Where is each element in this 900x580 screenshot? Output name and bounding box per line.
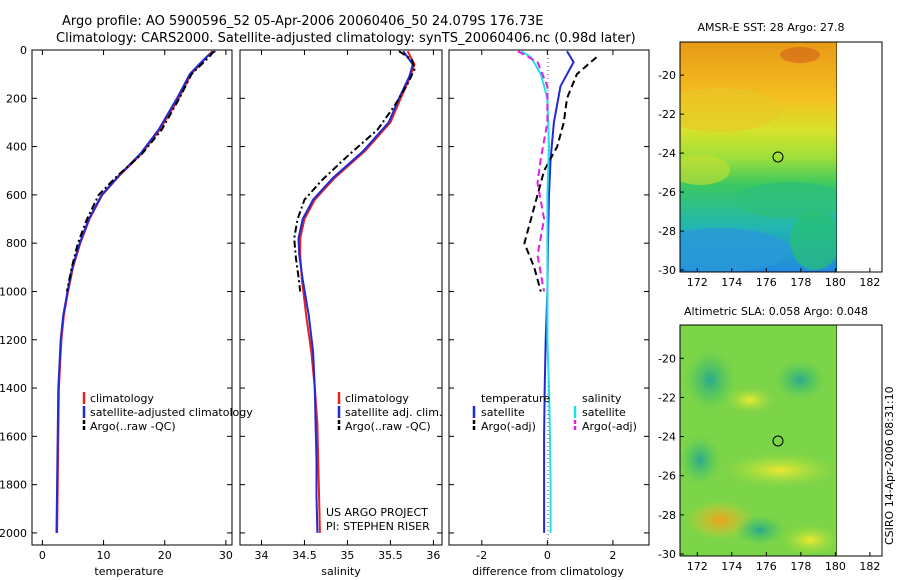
difference-chart: -2 0 2 bbox=[476, 50, 616, 562]
map-y-tick-label: -22 bbox=[658, 391, 676, 404]
series-line-satellite-adjusted-climatology bbox=[55, 50, 217, 533]
y-tick-label: 600 bbox=[6, 189, 27, 202]
map-x-tick-label: 178 bbox=[790, 560, 811, 573]
legend-label-sal-satellite: satellite bbox=[582, 406, 626, 419]
y-tick-label: 800 bbox=[6, 237, 27, 250]
x-tick-label: 0 bbox=[39, 549, 46, 562]
series-line-argo-raw-qc- bbox=[293, 50, 416, 292]
series-line-argo-adj- bbox=[523, 56, 598, 292]
map-x-tick-label: 172 bbox=[687, 276, 708, 289]
map-y-tick-label: -24 bbox=[658, 431, 676, 444]
x-tick-label: 0 bbox=[544, 549, 551, 562]
sla-argo-position-marker bbox=[772, 435, 784, 447]
y-tick-label: 1400 bbox=[0, 382, 27, 395]
y-tick-label: 0 bbox=[20, 44, 27, 57]
salinity-legend: climatology satellite adj. clim. Argo(..… bbox=[337, 392, 442, 433]
side-stamp: CSIRO 14-Apr-2006 08:31:10 bbox=[883, 386, 896, 545]
sst-map-blank bbox=[837, 42, 882, 272]
y-tick-label: 2000 bbox=[0, 527, 27, 540]
map-x-tick-label: 178 bbox=[790, 276, 811, 289]
depth-axis: 0 200 400 600 800 1000 1200 1400 1600 1800 2000 bbox=[0, 44, 649, 540]
sla-map-ticks: 172 174 176 178 180 182 -20 -22 -24 -26 -28 -30 bbox=[658, 352, 880, 573]
sla-map-axes bbox=[679, 324, 883, 557]
map-y-tick-label: -30 bbox=[658, 548, 676, 561]
y-tick-label: 1800 bbox=[0, 479, 27, 492]
x-tick-label: -2 bbox=[476, 549, 487, 562]
map-y-tick-label: -28 bbox=[658, 509, 676, 522]
sst-map-title: AMSR-E SST: 28 Argo: 27.8 bbox=[697, 21, 844, 34]
temperature-legend: climatology satellite-adjusted climatolo… bbox=[82, 392, 253, 433]
map-x-tick-label: 180 bbox=[825, 276, 846, 289]
x-tick-label: 2 bbox=[609, 549, 616, 562]
series-line-argo-raw-qc- bbox=[65, 50, 215, 292]
legend-label-argo: Argo(..raw -QC) bbox=[345, 420, 431, 433]
map-x-tick-label: 176 bbox=[756, 276, 777, 289]
map-y-tick-label: -24 bbox=[658, 147, 676, 160]
header-line-1: Argo profile: AO 5900596_52 05-Apr-2006 … bbox=[62, 14, 543, 29]
series-line-satellite bbox=[520, 50, 552, 533]
series-line-argo-adj- bbox=[517, 50, 549, 292]
legend-label-temp-satellite: satellite bbox=[481, 406, 525, 419]
x-tick-label: 34 bbox=[254, 549, 268, 562]
y-tick-label: 400 bbox=[6, 141, 27, 154]
sst-map-axes bbox=[679, 41, 883, 273]
y-tick-label: 1600 bbox=[0, 430, 27, 443]
series-line-climatology bbox=[56, 50, 214, 533]
x-tick-label: 20 bbox=[158, 549, 172, 562]
temperature-chart: 0 10 20 30 bbox=[39, 50, 233, 562]
legend-label-temp-argo: Argo(-adj) bbox=[481, 420, 536, 433]
legend-label-argo: Argo(..raw -QC) bbox=[90, 420, 176, 433]
salinity-chart: 34 34.5 35 35.5 36 bbox=[254, 50, 440, 562]
sla-map-blank bbox=[837, 325, 882, 556]
map-y-tick-label: -22 bbox=[658, 108, 676, 121]
map-y-tick-label: -20 bbox=[658, 69, 676, 82]
map-x-tick-label: 174 bbox=[721, 276, 742, 289]
x-tick-label: 35 bbox=[340, 549, 354, 562]
difference-legend: temperature salinity satellite Argo(-adj… bbox=[472, 392, 637, 433]
y-tick-label: 1000 bbox=[0, 285, 27, 298]
y-tick-label: 200 bbox=[6, 92, 27, 105]
difference-axis-label: difference from climatology bbox=[472, 565, 624, 578]
series-line-satellite-adj-clim- bbox=[297, 50, 414, 533]
legend-label-sal-argo: Argo(-adj) bbox=[582, 420, 637, 433]
difference-plot-frame bbox=[448, 49, 650, 546]
sla-map-title: Altimetric SLA: 0.058 Argo: 0.048 bbox=[684, 305, 868, 318]
project-note-line-1: US ARGO PROJECT bbox=[326, 506, 428, 519]
temperature-plot-frame bbox=[31, 49, 233, 546]
map-y-tick-label: -20 bbox=[658, 352, 676, 365]
map-x-tick-label: 172 bbox=[687, 560, 708, 573]
map-x-tick-label: 182 bbox=[859, 276, 880, 289]
map-x-tick-label: 176 bbox=[756, 560, 777, 573]
map-x-tick-label: 180 bbox=[825, 560, 846, 573]
x-tick-label: 10 bbox=[97, 549, 111, 562]
legend-title-temperature: temperature bbox=[481, 392, 550, 405]
legend-title-salinity: salinity bbox=[582, 392, 622, 405]
x-tick-label: 34.5 bbox=[292, 549, 317, 562]
sst-map-image bbox=[680, 42, 837, 272]
series-line-climatology bbox=[299, 50, 416, 533]
map-y-tick-label: -28 bbox=[658, 225, 676, 238]
y-tick-label: 1200 bbox=[0, 334, 27, 347]
x-tick-label: 35.5 bbox=[378, 549, 403, 562]
map-x-tick-label: 182 bbox=[859, 560, 880, 573]
header-line-2: Climatology: CARS2000. Satellite-adjuste… bbox=[56, 31, 636, 46]
legend-label-climatology: climatology bbox=[345, 392, 409, 405]
salinity-axis-label: salinity bbox=[321, 565, 361, 578]
map-y-tick-label: -26 bbox=[658, 470, 676, 483]
salinity-plot-frame bbox=[239, 49, 443, 546]
sla-map-image bbox=[680, 325, 837, 556]
map-x-tick-label: 174 bbox=[721, 560, 742, 573]
temperature-axis-label: temperature bbox=[94, 565, 163, 578]
x-tick-label: 30 bbox=[219, 549, 233, 562]
legend-label-climatology: climatology bbox=[90, 392, 154, 405]
map-y-tick-label: -26 bbox=[658, 186, 676, 199]
project-note-line-2: PI: STEPHEN RISER bbox=[326, 520, 430, 533]
legend-label-satellite: satellite adj. clim. bbox=[345, 406, 442, 419]
sst-argo-position-marker bbox=[772, 151, 784, 163]
x-tick-label: 36 bbox=[426, 549, 440, 562]
map-y-tick-label: -30 bbox=[658, 264, 676, 277]
legend-label-satellite: satellite-adjusted climatology bbox=[90, 406, 253, 419]
sst-map-ticks: 172 174 176 178 180 182 -20 -22 -24 -26 -28 -30 bbox=[658, 69, 880, 289]
